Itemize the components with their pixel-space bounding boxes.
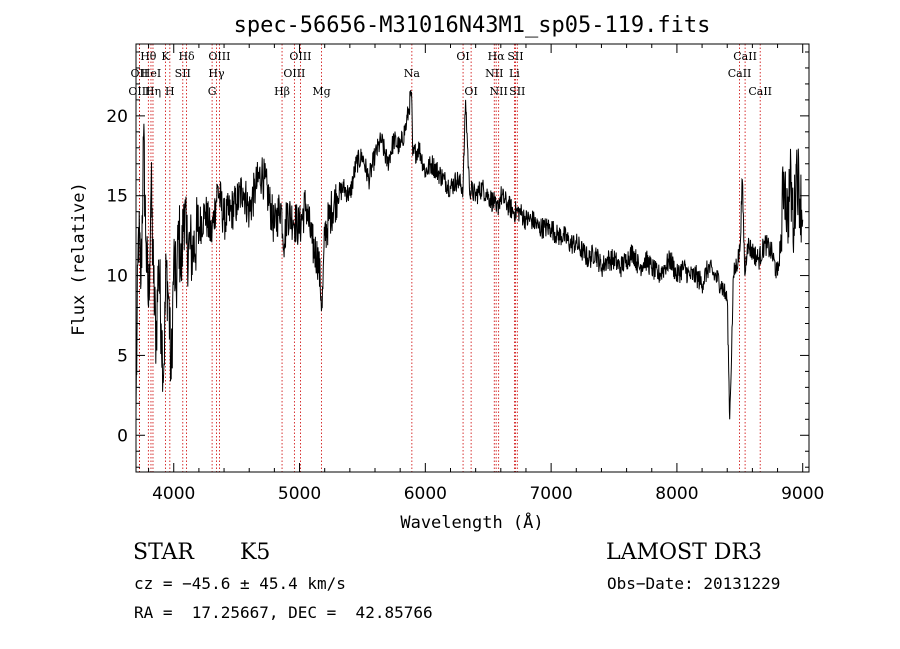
line-label: OI: [456, 50, 469, 63]
line-label: K: [161, 50, 170, 63]
y-tick-label: 5: [117, 346, 128, 366]
y-tick-label: 10: [106, 267, 128, 287]
line-label: Na: [404, 67, 421, 80]
axis-ticks: 4000 5000 6000 7000 8000 9000 0 5 10 15 20: [106, 44, 824, 504]
y-axis-label: Flux (relative): [69, 182, 89, 336]
x-tick-label: 8000: [655, 484, 698, 504]
x-axis-label: Wavelength (Å): [400, 511, 543, 533]
line-label: SII: [175, 67, 191, 80]
spectrum-series: [135, 90, 804, 420]
obs-date-text: Obs−Date: 20131229: [607, 574, 781, 593]
line-label: NII: [490, 85, 508, 98]
y-tick-label: 15: [106, 187, 128, 207]
y-tick-label: 20: [106, 107, 128, 127]
line-label: SII: [507, 50, 523, 63]
x-tick-label: 4000: [152, 484, 195, 504]
y-tick-label: 0: [117, 426, 128, 446]
line-label: Hη: [145, 85, 161, 98]
line-label: G: [208, 85, 217, 98]
redshift-text: cz = −45.6 ± 45.4 km/s: [134, 574, 346, 593]
coordinates-text: RA = 17.25667, DEC = 42.85766: [134, 603, 433, 622]
line-label: Hα: [488, 50, 506, 63]
line-label: Hγ: [208, 67, 225, 80]
line-label: Hβ: [274, 85, 290, 98]
line-label: H: [165, 85, 175, 98]
line-label: OIII: [208, 50, 230, 63]
line-label: OI: [464, 85, 477, 98]
line-label: Hδ: [178, 50, 195, 63]
line-label: OII: [131, 67, 149, 80]
line-label: Hθ: [140, 50, 157, 63]
chart-title: spec-56656-M31016N43M1_sp05-119.fits: [234, 13, 711, 38]
line-label: Li: [509, 67, 520, 80]
line-label: CaII: [733, 50, 757, 63]
x-tick-label: 9000: [781, 484, 824, 504]
line-label: SII: [509, 85, 525, 98]
survey-name: LAMOST DR3: [606, 540, 762, 565]
plot-frame: [135, 43, 810, 473]
spectrum-line: [135, 90, 804, 420]
x-tick-label: 5000: [278, 484, 321, 504]
x-tick-label: 7000: [529, 484, 572, 504]
x-tick-label: 6000: [404, 484, 447, 504]
line-label: CaII: [748, 85, 772, 98]
line-label: Mg: [312, 85, 330, 98]
line-label: OIII: [283, 67, 305, 80]
line-label: CaII: [728, 67, 752, 80]
object-subclass: K5: [240, 540, 271, 565]
object-class: STAR: [133, 540, 194, 565]
line-label: HeI: [141, 67, 161, 80]
line-label: OIII: [289, 50, 311, 63]
line-label: NII: [485, 67, 503, 80]
line-label: OIII: [128, 85, 150, 98]
